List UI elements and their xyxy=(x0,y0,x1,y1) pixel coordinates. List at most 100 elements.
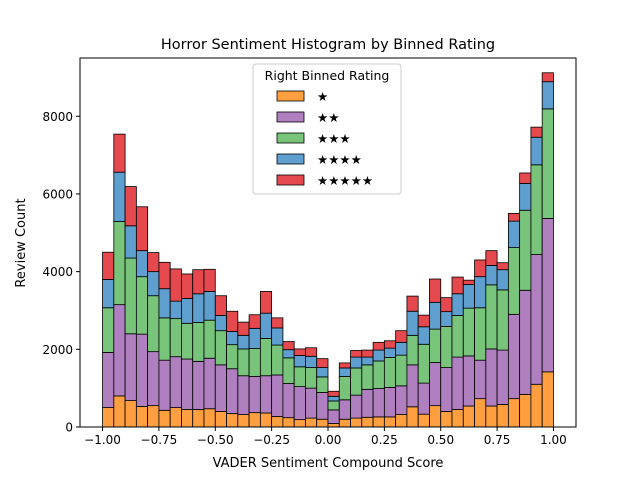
bar-segment xyxy=(541,81,554,110)
x-tick-label: −0.25 xyxy=(253,433,290,447)
bar-segment xyxy=(440,411,453,428)
bar-segment xyxy=(451,356,464,410)
bar-segment xyxy=(316,418,329,428)
bar-segment xyxy=(406,406,419,428)
bar-segment xyxy=(271,374,284,417)
bar-segment xyxy=(496,289,509,351)
bar-segment xyxy=(226,344,239,370)
bar-segment xyxy=(158,261,171,290)
bar-segment xyxy=(338,418,351,428)
bar-segment xyxy=(440,311,453,327)
bar-segment xyxy=(147,271,160,297)
bar-segment xyxy=(429,278,442,303)
bar-segment xyxy=(485,250,498,266)
bar-segment xyxy=(181,409,194,428)
y-axis-label: Review Count xyxy=(14,198,29,287)
bar-segment xyxy=(462,284,475,309)
bar-segment xyxy=(147,351,160,407)
bar-segment xyxy=(406,364,419,408)
x-tick-label: −1.00 xyxy=(84,433,121,447)
bar-segment xyxy=(462,405,475,428)
bar-segment xyxy=(305,347,318,357)
bar-segment xyxy=(541,371,554,428)
bar-segment xyxy=(485,405,498,428)
bar-segment xyxy=(282,349,295,359)
bar-segment xyxy=(203,357,216,410)
bar-segment xyxy=(417,413,430,428)
bar-segment xyxy=(383,386,397,418)
bar-segment xyxy=(451,409,464,428)
legend-swatch xyxy=(276,153,305,165)
bar-segment xyxy=(361,349,374,358)
bar-segment xyxy=(496,262,509,271)
legend-label: ★ xyxy=(317,89,328,104)
bar-segment xyxy=(338,376,351,401)
bar-segment xyxy=(124,225,137,259)
y-tick-label: 4000 xyxy=(42,265,73,279)
bar-segment xyxy=(135,406,149,428)
bar-segment xyxy=(327,423,340,428)
bar-segment xyxy=(316,392,329,420)
bar-segment xyxy=(327,395,340,402)
bar-segment xyxy=(237,348,250,377)
bar-segment xyxy=(485,348,498,407)
bar-segment xyxy=(395,414,408,428)
bar-segment xyxy=(259,338,273,377)
bar-segment xyxy=(293,419,306,428)
bar-segment xyxy=(530,136,543,166)
bar-segment xyxy=(429,328,442,363)
bar-segment xyxy=(214,315,227,332)
bar-segment xyxy=(519,393,532,428)
bar-segment xyxy=(440,297,453,313)
bar-segment xyxy=(102,352,115,408)
bar-segment xyxy=(507,212,521,222)
bar-segment xyxy=(102,278,115,309)
x-tick-label: 0.75 xyxy=(484,433,511,447)
bar-segment xyxy=(113,221,126,306)
x-tick-label: 1.00 xyxy=(540,433,567,447)
bar-segment xyxy=(259,375,273,414)
bar-segment xyxy=(485,284,498,350)
bar-segment xyxy=(271,416,284,428)
y-ticks: 0 2000 4000 6000 8000 xyxy=(42,110,80,435)
bar-segment xyxy=(474,276,487,309)
bar-segment xyxy=(237,375,250,415)
bar-segment xyxy=(496,404,509,428)
bar-segment xyxy=(462,307,475,357)
bar-segment xyxy=(496,349,509,405)
bar-segment xyxy=(395,385,408,415)
bar-segment xyxy=(169,407,182,428)
bar-segment xyxy=(327,409,340,424)
bar-segment xyxy=(429,405,442,428)
bar-segment xyxy=(451,293,464,316)
bar-segment xyxy=(124,257,137,335)
bar-segment xyxy=(350,417,363,428)
bar-segment xyxy=(259,312,273,339)
bar-segment xyxy=(259,291,273,314)
bar-segment xyxy=(507,313,521,400)
bar-segment xyxy=(293,366,306,388)
bar-segment xyxy=(350,350,363,358)
bar-segment xyxy=(271,317,284,329)
x-tick-label: 0.50 xyxy=(427,433,454,447)
bar-segment xyxy=(124,333,137,401)
bar-segment xyxy=(383,347,397,358)
bar-segment xyxy=(282,417,295,428)
bar-segment xyxy=(406,295,419,312)
bar-segment xyxy=(113,133,126,173)
bar-segment xyxy=(507,247,521,315)
bar-segment xyxy=(102,407,115,428)
bar-segment xyxy=(158,409,171,428)
bar-segment xyxy=(214,295,227,316)
bar-segment xyxy=(372,360,385,389)
bar-segment xyxy=(316,376,329,393)
bar-segment xyxy=(226,310,239,332)
bar-segment xyxy=(305,355,318,368)
bar-segment xyxy=(214,411,227,428)
bar-segment xyxy=(124,400,137,428)
bar-segment xyxy=(350,356,363,369)
bar-segment xyxy=(361,388,374,418)
bar-segment xyxy=(541,218,554,373)
bar-segment xyxy=(474,359,487,400)
